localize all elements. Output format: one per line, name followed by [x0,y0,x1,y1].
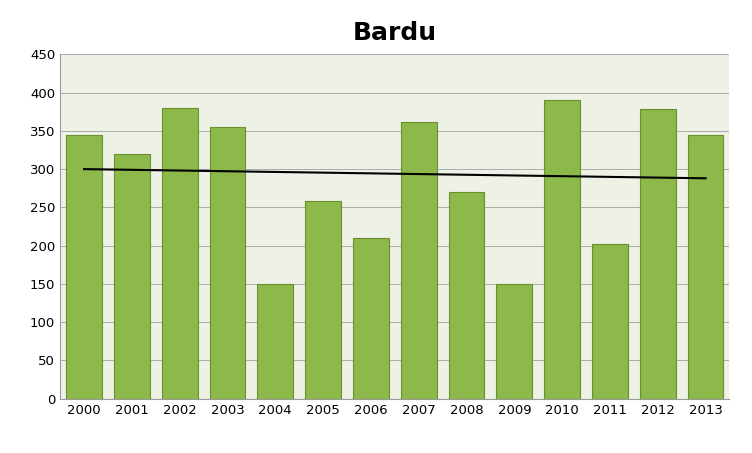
Bar [114,154,150,399]
Bar [210,127,245,399]
Bar [66,135,102,399]
Bar [544,100,580,399]
Bar [162,108,198,399]
Bar [353,238,389,399]
Bar [449,192,484,399]
Bar [687,135,723,399]
Bar [305,201,341,399]
Bar [401,122,437,399]
Title: Bardu: Bardu [353,21,437,45]
Bar [257,284,293,399]
Bar [592,244,628,399]
Bar [640,110,675,399]
Bar [496,284,532,399]
